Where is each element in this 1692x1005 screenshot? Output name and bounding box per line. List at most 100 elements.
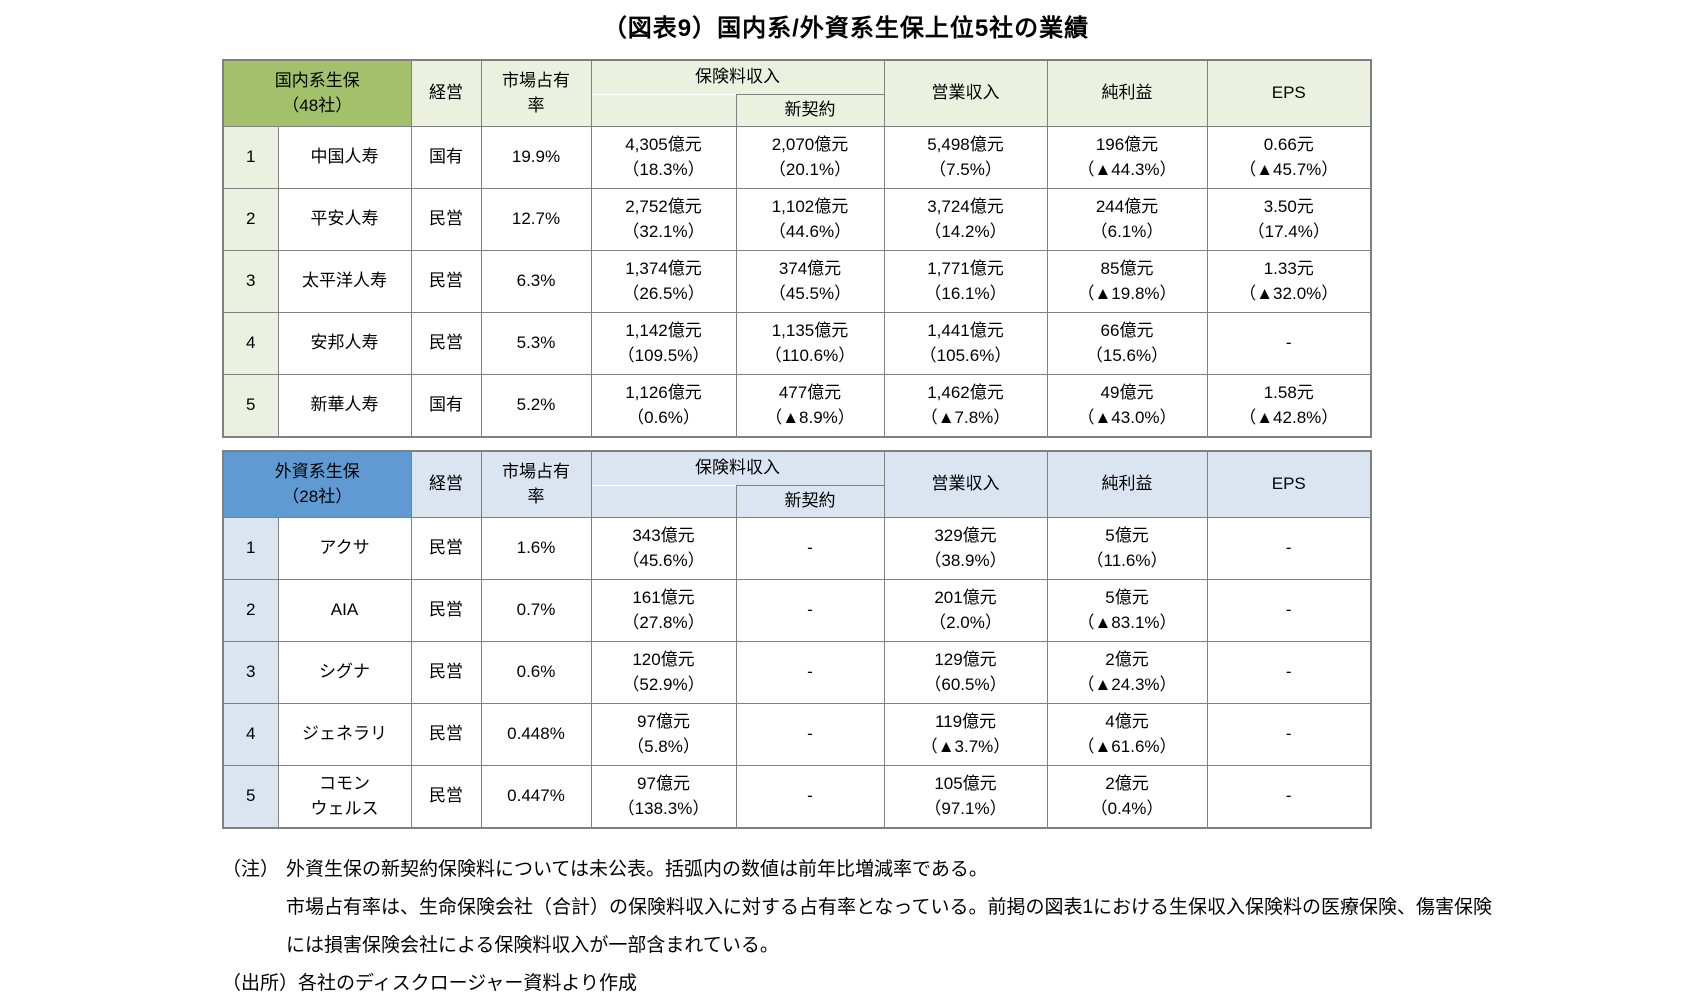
new-contract-cell: 1,135億元 （110.6%） bbox=[735, 312, 885, 375]
domestic-table-header: 国内系生保 （48社） 経営 市場占有 率 保険料収入 営業収入 純利益 EPS… bbox=[222, 59, 1372, 127]
header-row-1: 国内系生保 （48社） 経営 市場占有 率 保険料収入 営業収入 純利益 EPS bbox=[222, 59, 1372, 127]
note-text: 外資生保の新契約保険料については未公表。括弧内の数値は前年比増減率である。 bbox=[286, 859, 988, 880]
premium-income-cell: 343億元 （45.6%） bbox=[590, 517, 737, 580]
column-header-net-profit: 純利益 bbox=[1046, 59, 1208, 127]
management-cell: 民営 bbox=[410, 641, 482, 704]
operating-income-cell: 105億元 （97.1%） bbox=[883, 765, 1048, 829]
table-row: 3 シグナ 民営 0.6% 120億元 （52.9%） -129億元 （60.5%） 2億元… bbox=[222, 641, 1372, 704]
notes-section: （注） 外資生保の新契約保険料については未公表。括弧内の数値は前年比増減率である… bbox=[222, 851, 1502, 1003]
header-row-1: 外資系生保 （28社） 経営 市場占有 率 保険料収入 営業収入 純利益 EPS bbox=[222, 450, 1372, 518]
premium-income-subheader-spacer bbox=[590, 94, 737, 127]
eps-cell: 0.66元 （▲45.7%） bbox=[1206, 126, 1372, 189]
premium-income-cell: 1,126億元 （0.6%） bbox=[590, 374, 737, 438]
market-share-cell: 5.2% bbox=[480, 374, 592, 438]
market-share-cell: 0.7% bbox=[480, 579, 592, 642]
operating-income-cell: 329億元 （38.9%） bbox=[883, 517, 1048, 580]
column-header-market-share: 市場占有 率 bbox=[480, 450, 592, 518]
rank-cell: 5 bbox=[222, 374, 279, 438]
eps-cell: - bbox=[1206, 765, 1372, 829]
new-contract-cell: 477億元 （▲8.9%） bbox=[735, 374, 885, 438]
company-name-cell: 平安人寿 bbox=[277, 188, 412, 251]
operating-income-cell: 129億元 （60.5%） bbox=[883, 641, 1048, 704]
market-share-cell: 5.3% bbox=[480, 312, 592, 375]
market-share-cell: 19.9% bbox=[480, 126, 592, 189]
operating-income-cell: 3,724億元 （14.2%） bbox=[883, 188, 1048, 251]
header-row-2: 新契約 bbox=[223, 485, 1371, 518]
premium-income-cell: 161億元 （27.8%） bbox=[590, 579, 737, 642]
rank-cell: 4 bbox=[222, 703, 279, 766]
new-contract-cell: - bbox=[735, 703, 885, 766]
company-name-cell: 太平洋人寿 bbox=[277, 250, 412, 313]
note-line: （出所） 各社のディスクロージャー資料より作成 bbox=[222, 965, 1502, 1003]
market-share-cell: 6.3% bbox=[480, 250, 592, 313]
company-name-cell: シグナ bbox=[277, 641, 412, 704]
premium-income-cell: 1,142億元 （109.5%） bbox=[590, 312, 737, 375]
net-profit-cell: 4億元 （▲61.6%） bbox=[1046, 703, 1208, 766]
eps-cell: - bbox=[1206, 517, 1372, 580]
management-cell: 民営 bbox=[410, 188, 482, 251]
table-row: 5 コモン ウェルス 民営 0.447% 97億元 （138.3%） -105億元 （97… bbox=[222, 765, 1372, 829]
foreign-table-body: 1 アクサ 民営 1.6% 343億元 （45.6%） -329億元 （38.9%） 5億元… bbox=[222, 517, 1372, 829]
company-name-cell: ジェネラリ bbox=[277, 703, 412, 766]
new-contract-cell: 374億元 （45.5%） bbox=[735, 250, 885, 313]
eps-cell: - bbox=[1206, 703, 1372, 766]
new-contract-cell: - bbox=[735, 517, 885, 580]
note-line: 市場占有率は、生命保険会社（合計）の保険料収入に対する占有率となっている。前掲の… bbox=[222, 889, 1502, 965]
operating-income-cell: 119億元 （▲3.7%） bbox=[883, 703, 1048, 766]
eps-cell: - bbox=[1206, 579, 1372, 642]
new-contract-cell: 2,070億元 （20.1%） bbox=[735, 126, 885, 189]
company-name-cell: アクサ bbox=[277, 517, 412, 580]
note-label: （出所） bbox=[222, 973, 299, 994]
net-profit-cell: 5億元 （▲83.1%） bbox=[1046, 579, 1208, 642]
operating-income-cell: 1,441億元 （105.6%） bbox=[883, 312, 1048, 375]
company-name-cell: AIA bbox=[277, 579, 412, 642]
market-share-cell: 0.6% bbox=[480, 641, 592, 704]
table-row: 2 AIA 民営 0.7% 161億元 （27.8%） -201億元 （2.0%） 5億元 … bbox=[222, 579, 1372, 642]
rank-cell: 3 bbox=[222, 641, 279, 704]
net-profit-cell: 66億元 （15.6%） bbox=[1046, 312, 1208, 375]
company-name-cell: 安邦人寿 bbox=[277, 312, 412, 375]
table-row: 3 太平洋人寿 民営 6.3% 1,374億元 （26.5%） 374億元 （45.5%）… bbox=[222, 250, 1372, 313]
premium-income-cell: 2,752億元 （32.1%） bbox=[590, 188, 737, 251]
column-header-new-contract: 新契約 bbox=[735, 94, 885, 127]
rank-cell: 1 bbox=[222, 517, 279, 580]
note-label: （注） bbox=[222, 859, 280, 880]
domestic-group-header: 国内系生保 （48社） bbox=[222, 59, 412, 127]
table-row: 1 中国人寿 国有 19.9% 4,305億元 （18.3%） 2,070億元 （20.1… bbox=[222, 126, 1372, 189]
premium-income-cell: 97億元 （5.8%） bbox=[590, 703, 737, 766]
column-header-premium-income: 保険料収入 bbox=[590, 450, 885, 486]
market-share-cell: 0.448% bbox=[480, 703, 592, 766]
rank-cell: 3 bbox=[222, 250, 279, 313]
table-row: 2 平安人寿 民営 12.7% 2,752億元 （32.1%） 1,102億元 （44.6… bbox=[222, 188, 1372, 251]
rank-cell: 5 bbox=[222, 765, 279, 829]
management-cell: 国有 bbox=[410, 126, 482, 189]
management-cell: 民営 bbox=[410, 312, 482, 375]
market-share-cell: 0.447% bbox=[480, 765, 592, 829]
net-profit-cell: 2億元 （0.4%） bbox=[1046, 765, 1208, 829]
column-header-operating-income: 営業収入 bbox=[883, 59, 1048, 127]
header-row-2: 新契約 bbox=[223, 94, 1371, 127]
new-contract-cell: - bbox=[735, 579, 885, 642]
column-header-premium-income: 保険料収入 bbox=[590, 59, 885, 95]
management-cell: 民営 bbox=[410, 579, 482, 642]
note-line: （注） 外資生保の新契約保険料については未公表。括弧内の数値は前年比増減率である… bbox=[222, 851, 1502, 889]
column-header-eps: EPS bbox=[1206, 450, 1372, 518]
premium-income-subheader-spacer bbox=[590, 485, 737, 518]
market-share-cell: 12.7% bbox=[480, 188, 592, 251]
table-row: 1 アクサ 民営 1.6% 343億元 （45.6%） -329億元 （38.9%） 5億元… bbox=[222, 517, 1372, 580]
company-name-cell: 中国人寿 bbox=[277, 126, 412, 189]
note-text: 各社のディスクロージャー資料より作成 bbox=[298, 973, 637, 994]
domestic-insurers-table: 国内系生保 （48社） 経営 市場占有 率 保険料収入 営業収入 純利益 EPS… bbox=[222, 59, 1372, 438]
management-cell: 民営 bbox=[410, 765, 482, 829]
column-header-management: 経営 bbox=[410, 450, 482, 518]
premium-income-cell: 4,305億元 （18.3%） bbox=[590, 126, 737, 189]
operating-income-cell: 5,498億元 （7.5%） bbox=[883, 126, 1048, 189]
new-contract-cell: - bbox=[735, 765, 885, 829]
operating-income-cell: 201億元 （2.0%） bbox=[883, 579, 1048, 642]
column-header-market-share: 市場占有 率 bbox=[480, 59, 592, 127]
foreign-group-header: 外資系生保 （28社） bbox=[222, 450, 412, 518]
rank-cell: 2 bbox=[222, 579, 279, 642]
domestic-table-body: 1 中国人寿 国有 19.9% 4,305億元 （18.3%） 2,070億元 （20.1… bbox=[222, 126, 1372, 438]
net-profit-cell: 2億元 （▲24.3%） bbox=[1046, 641, 1208, 704]
rank-cell: 1 bbox=[222, 126, 279, 189]
